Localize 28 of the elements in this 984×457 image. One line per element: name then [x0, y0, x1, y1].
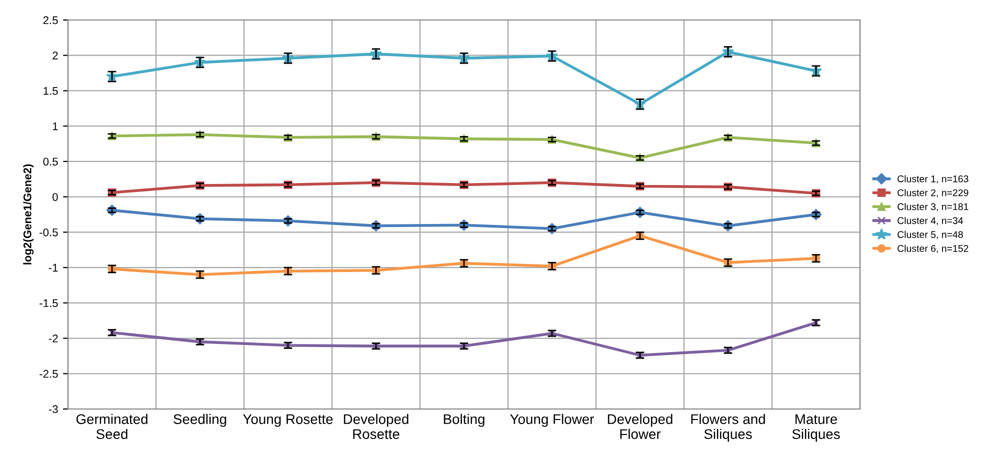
legend-label: Cluster 1, n=163 — [898, 175, 968, 184]
x-tick-label: Developed Flower — [608, 414, 672, 440]
x-tick-label: Mature Siliques — [792, 414, 840, 442]
x-tick-label: Flowers and Siliques — [691, 414, 765, 442]
legend-label: Cluster 3, n=181 — [898, 203, 968, 212]
legend-label: Cluster 4, n=34 — [898, 216, 964, 226]
y-tick-label: -0.5 — [40, 228, 58, 236]
legend-label: Cluster 6, n=152 — [898, 244, 968, 254]
y-tick-label: 1 — [52, 122, 58, 130]
y-tick-label: -2.5 — [40, 370, 58, 378]
y-tick-label: -3 — [48, 405, 58, 414]
legend-label: Cluster 2, n=229 — [898, 189, 968, 198]
y-axis-title: log2(Gene1/Gene2) — [23, 164, 34, 264]
x-tick-label: Germinated Seed — [76, 414, 148, 440]
y-tick-label: 1.5 — [44, 87, 58, 95]
y-tick-label: 0.5 — [43, 158, 58, 166]
x-tick-label: Developed Rosette — [344, 414, 408, 440]
x-tick-label: Seedling — [174, 414, 226, 427]
y-tick-label: 2 — [52, 52, 58, 60]
y-tick-label: -1 — [48, 264, 58, 272]
y-tick-label: -1.5 — [40, 299, 58, 308]
y-tick-label: 0 — [52, 193, 58, 201]
x-tick-label: Young Flower — [510, 414, 594, 427]
legend-label: Cluster 5, n=48 — [898, 230, 963, 240]
y-tick-label: -2 — [48, 334, 58, 342]
y-tick-label: 2.5 — [43, 16, 58, 24]
x-tick-label: Bolting — [444, 414, 484, 427]
x-tick-label: Young Rosette — [243, 414, 333, 427]
